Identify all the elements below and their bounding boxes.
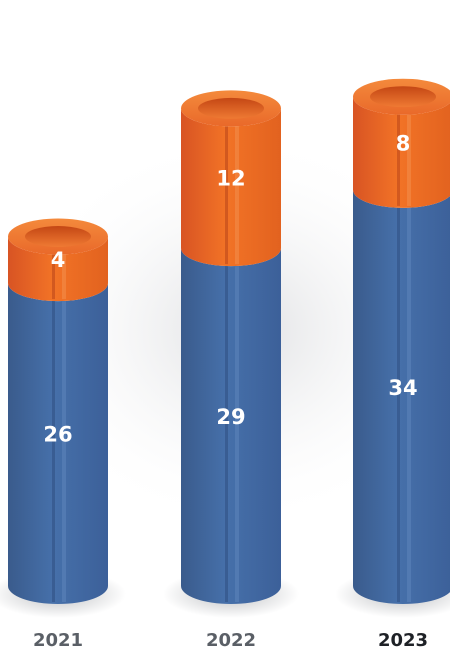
bar-upper-2021-stripe-dark [52, 254, 55, 300]
bar-upper-2023-stripe-light [407, 114, 411, 206]
bar-cap-hole-2022 [198, 97, 264, 119]
value-label-lower-2023: 34 [388, 376, 417, 400]
bars-layer [0, 78, 450, 618]
bar-segment-lower-2022 [181, 248, 281, 604]
bar-upper-2022-stripe-dark [225, 126, 228, 265]
bar-segment-lower-2023 [353, 189, 450, 604]
category-label-2021: 2021 [33, 630, 83, 651]
value-label-upper-2021: 4 [51, 248, 66, 272]
bar-segment-upper-2022 [181, 108, 281, 267]
labels-layer: 26 4 2021 29 12 2022 34 8 2023 [33, 131, 428, 651]
value-label-lower-2022: 29 [216, 405, 245, 429]
bar-upper-2021-stripe-light [62, 254, 66, 300]
value-label-upper-2023: 8 [396, 131, 411, 155]
bar-cap-hole-2023 [370, 86, 436, 108]
category-label-2022: 2022 [206, 630, 256, 651]
value-label-lower-2021: 26 [43, 423, 72, 447]
bar-upper-2023-stripe-dark [397, 114, 400, 206]
bar-lower-2023-stripe-light [407, 207, 411, 602]
bar-segment-lower-2021 [8, 283, 108, 604]
bar-lower-2023-stripe-dark [397, 207, 400, 602]
category-label-2023: 2023 [378, 630, 428, 651]
bar-segment-upper-2021 [8, 236, 108, 302]
bar-lower-2022-stripe-light [235, 266, 239, 602]
value-label-upper-2022: 12 [216, 166, 245, 190]
bar-cap-hole-2021 [25, 226, 91, 247]
bar-lower-2022-stripe-dark [225, 266, 228, 602]
bar-lower-2021-stripe-dark [52, 301, 55, 602]
bar-lower-2021-stripe-light [62, 301, 66, 602]
bar-upper-2022-stripe-light [235, 126, 239, 265]
bar-segment-upper-2023 [353, 96, 450, 208]
